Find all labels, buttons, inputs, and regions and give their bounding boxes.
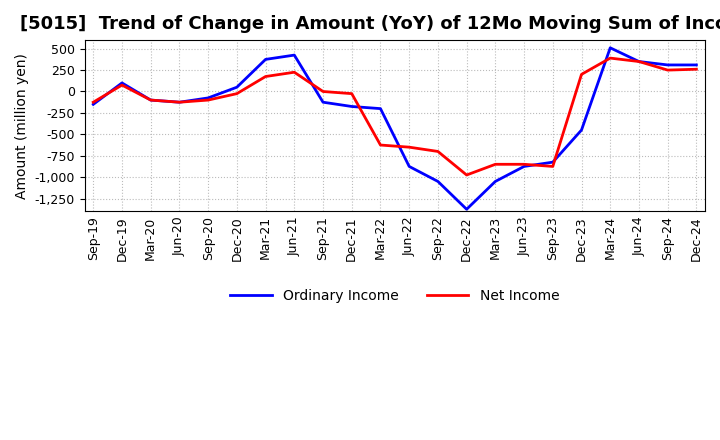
Ordinary Income (233, 84, 241, 90)
Line: Net Income: Net Income (94, 58, 696, 175)
Ordinary Income (117, 80, 126, 85)
Line: Ordinary Income: Ordinary Income (94, 48, 696, 209)
Net Income (634, 59, 643, 64)
Ordinary Income (348, 104, 356, 109)
Net Income (520, 161, 528, 167)
Ordinary Income (89, 102, 98, 107)
Ordinary Income (692, 62, 701, 68)
Ordinary Income (376, 106, 384, 111)
Net Income (290, 70, 299, 75)
Ordinary Income (491, 179, 500, 184)
Ordinary Income (204, 95, 212, 101)
Net Income (233, 91, 241, 96)
Net Income (663, 67, 672, 73)
Ordinary Income (261, 57, 270, 62)
Ordinary Income (405, 164, 413, 169)
Legend: Ordinary Income, Net Income: Ordinary Income, Net Income (225, 283, 564, 308)
Ordinary Income (577, 128, 586, 133)
Ordinary Income (634, 59, 643, 64)
Ordinary Income (663, 62, 672, 68)
Ordinary Income (520, 164, 528, 169)
Ordinary Income (606, 45, 615, 51)
Ordinary Income (319, 99, 328, 105)
Y-axis label: Amount (million yen): Amount (million yen) (15, 53, 29, 199)
Net Income (405, 144, 413, 150)
Net Income (146, 97, 155, 103)
Net Income (462, 172, 471, 178)
Net Income (692, 66, 701, 72)
Net Income (117, 82, 126, 88)
Ordinary Income (175, 99, 184, 105)
Net Income (376, 143, 384, 148)
Ordinary Income (290, 52, 299, 58)
Net Income (204, 97, 212, 103)
Ordinary Income (146, 97, 155, 103)
Net Income (89, 99, 98, 105)
Ordinary Income (549, 160, 557, 165)
Net Income (319, 89, 328, 94)
Net Income (261, 74, 270, 79)
Net Income (175, 99, 184, 105)
Net Income (348, 91, 356, 96)
Title: [5015]  Trend of Change in Amount (YoY) of 12Mo Moving Sum of Incomes: [5015] Trend of Change in Amount (YoY) o… (20, 15, 720, 33)
Net Income (433, 149, 442, 154)
Ordinary Income (462, 207, 471, 212)
Net Income (491, 161, 500, 167)
Ordinary Income (433, 179, 442, 184)
Net Income (577, 72, 586, 77)
Net Income (549, 164, 557, 169)
Net Income (606, 55, 615, 61)
